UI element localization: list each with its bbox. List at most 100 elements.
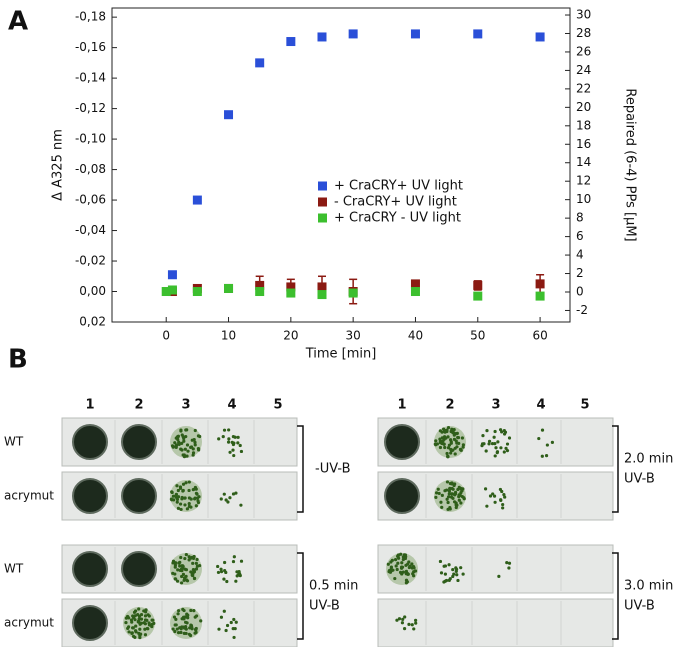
colony <box>222 428 227 432</box>
colony <box>238 573 242 577</box>
colony <box>410 562 414 566</box>
colony <box>438 437 442 441</box>
colony <box>446 495 451 499</box>
colony <box>406 572 410 576</box>
colony <box>219 497 223 501</box>
colony <box>179 507 183 512</box>
colony <box>495 451 499 455</box>
colony <box>172 615 177 619</box>
colony <box>177 441 181 445</box>
column-label: 1 <box>85 398 94 413</box>
colony <box>219 615 224 619</box>
colony <box>442 580 446 584</box>
point <box>535 32 545 42</box>
colony <box>193 631 197 635</box>
legend-swatch <box>318 181 327 191</box>
y2-tick-label: -2 <box>576 303 588 317</box>
colony <box>189 625 193 629</box>
point <box>410 279 420 289</box>
point <box>192 195 202 205</box>
colony <box>501 506 505 510</box>
colony <box>223 560 227 565</box>
colony <box>487 442 491 446</box>
colony <box>191 451 196 455</box>
y2-tick-label: 30 <box>576 8 591 22</box>
colony <box>130 631 134 635</box>
colony <box>447 443 452 447</box>
colony <box>446 500 450 505</box>
colony <box>446 425 451 430</box>
colony <box>434 491 439 495</box>
colony <box>193 487 197 491</box>
colony <box>221 435 225 439</box>
colony <box>441 439 445 443</box>
y2-tick-label: 12 <box>576 174 591 188</box>
point <box>167 270 177 280</box>
colony <box>544 454 549 458</box>
colony <box>133 614 137 618</box>
colony <box>174 443 179 447</box>
colony <box>507 436 512 440</box>
colony <box>194 614 199 618</box>
point <box>317 282 327 292</box>
colony <box>217 437 221 441</box>
colony <box>176 495 181 499</box>
colony <box>447 492 451 496</box>
colony <box>184 620 188 624</box>
legend-label: + CraCRY - UV light <box>334 211 461 226</box>
colony <box>185 507 189 511</box>
colony <box>169 497 173 501</box>
colony <box>446 507 450 511</box>
colony <box>443 489 447 493</box>
point <box>161 287 171 297</box>
colony <box>390 558 394 562</box>
colony <box>183 496 187 500</box>
bracket <box>297 425 304 513</box>
colony <box>192 576 197 580</box>
colony <box>537 436 541 441</box>
colony <box>503 495 507 499</box>
point <box>286 288 296 298</box>
colony <box>176 609 181 613</box>
colony <box>496 440 500 444</box>
column-label: 1 <box>397 398 406 413</box>
x-tick-label: 60 <box>532 329 547 343</box>
colony <box>456 435 460 440</box>
x-tick-label: 30 <box>346 329 361 343</box>
y-tick-label: 0,02 <box>79 315 106 329</box>
colony <box>174 494 178 498</box>
colony <box>232 617 236 622</box>
colony <box>183 447 187 451</box>
bracket <box>612 552 619 640</box>
colony <box>440 505 444 509</box>
colony <box>234 620 238 624</box>
plate <box>377 544 614 594</box>
colony <box>452 572 456 576</box>
colony <box>452 437 457 442</box>
colony <box>127 630 131 634</box>
colony <box>437 491 441 496</box>
colony <box>449 440 453 444</box>
colony <box>444 578 449 583</box>
colony <box>179 428 183 432</box>
colony <box>174 617 178 622</box>
colony <box>490 442 495 446</box>
y2-tick-label: 18 <box>576 118 591 132</box>
y-tick-label: -0,16 <box>75 40 106 54</box>
colony <box>185 454 189 458</box>
colony <box>493 429 497 434</box>
colony <box>239 449 244 454</box>
colony <box>189 505 193 509</box>
colony <box>450 486 454 491</box>
colony <box>222 609 226 613</box>
colony <box>451 568 455 572</box>
colony <box>129 618 134 622</box>
colony <box>454 566 458 570</box>
colony <box>179 564 183 568</box>
colony <box>181 482 186 486</box>
colony <box>229 620 233 625</box>
colony <box>131 634 136 638</box>
colony <box>144 610 148 614</box>
column-label: 2 <box>134 398 143 413</box>
colony <box>192 438 196 442</box>
